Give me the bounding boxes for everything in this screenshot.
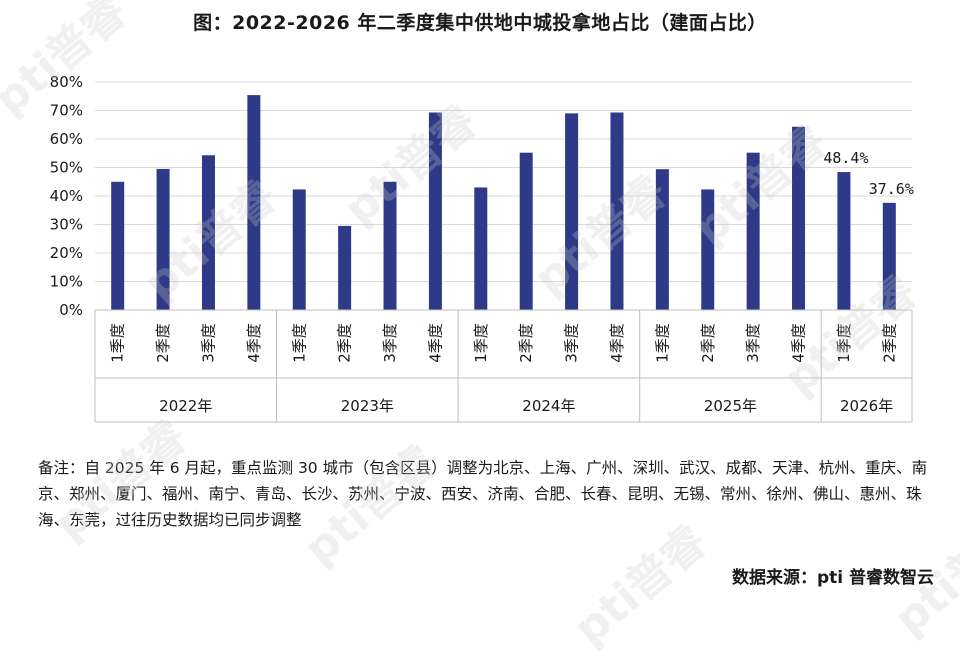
bar: [655, 169, 669, 310]
year-label: 2023年: [341, 397, 394, 415]
x-tick-label: 3季度: [744, 323, 762, 363]
bar: [565, 113, 579, 310]
x-tick-label: 1季度: [835, 323, 853, 363]
bar: [474, 187, 488, 310]
bar: [428, 112, 442, 311]
x-tick-label: 1季度: [290, 323, 308, 363]
footnote: 备注：自 2025 年 6 月起，重点监测 30 城市（包含区县）调整为北京、上…: [38, 459, 928, 529]
bar: [338, 225, 352, 310]
bar: [610, 112, 624, 311]
bars: [111, 95, 896, 311]
bar: [383, 181, 397, 310]
data-labels: 48.4%37.6%: [823, 149, 914, 198]
bar-chart: 0% 10% 20% 30% 40% 50% 60% 70% 80% 48.4%37.6% 1季…: [50, 73, 914, 423]
y-tick-label: 50%: [50, 159, 83, 177]
x-tick-label: 2季度: [699, 323, 717, 363]
data-source: 数据来源：pti 普睿数智云: [731, 568, 934, 588]
bar: [792, 126, 806, 311]
bar: [292, 189, 306, 310]
year-label: 2022年: [159, 397, 212, 415]
x-tick-label: 1季度: [472, 323, 490, 363]
y-tick-label: 40%: [50, 187, 83, 205]
year-label: 2025年: [704, 397, 757, 415]
x-tick-label: 3季度: [199, 323, 217, 363]
y-tick-label: 30%: [50, 216, 83, 234]
bar: [201, 155, 215, 310]
x-axis: 1季度 2季度 3季度 4季度 1季度 2季度 3季度 4季度 1季度 2季度 3季度 4季度 1季度 2…: [94, 309, 913, 423]
y-tick-label: 10%: [50, 273, 83, 291]
x-tick-label: 4季度: [790, 323, 808, 363]
y-tick-label: 80%: [50, 73, 83, 91]
gridlines: [95, 81, 912, 282]
chart-title: 图：2022-2026 年二季度集中供地中城投拿地占比（建面占比）: [193, 12, 767, 34]
y-axis-ticks: 0% 10% 20% 30% 40% 50% 60% 70% 80%: [50, 73, 83, 319]
bar: [247, 95, 261, 310]
x-tick-label: 4季度: [608, 323, 626, 363]
x-tick-label: 4季度: [426, 323, 444, 363]
year-label: 2026年: [840, 397, 893, 415]
y-tick-label: 60%: [50, 130, 83, 148]
x-tick-label: 1季度: [653, 323, 671, 363]
x-tick-label: 3季度: [563, 323, 581, 363]
y-tick-label: 20%: [50, 244, 83, 262]
x-tick-label: 2季度: [336, 323, 354, 363]
x-tick-label: 1季度: [109, 323, 127, 363]
bar: [156, 168, 170, 310]
x-tick-label: 2季度: [880, 323, 898, 363]
y-tick-label: 0%: [59, 301, 83, 319]
data-label: 48.4%: [823, 149, 868, 167]
year-label: 2024年: [522, 397, 575, 415]
bar: [837, 172, 851, 310]
bar: [701, 189, 715, 310]
x-tick-label: 2季度: [154, 323, 172, 363]
x-tick-label: 3季度: [381, 323, 399, 363]
bar: [882, 202, 896, 310]
bar: [746, 152, 760, 310]
x-tick-label: 2季度: [517, 323, 535, 363]
bar: [519, 152, 533, 310]
data-label: 37.6%: [869, 180, 914, 198]
bar: [111, 181, 125, 310]
x-tick-label: 4季度: [245, 323, 263, 363]
y-tick-label: 70%: [50, 102, 83, 120]
